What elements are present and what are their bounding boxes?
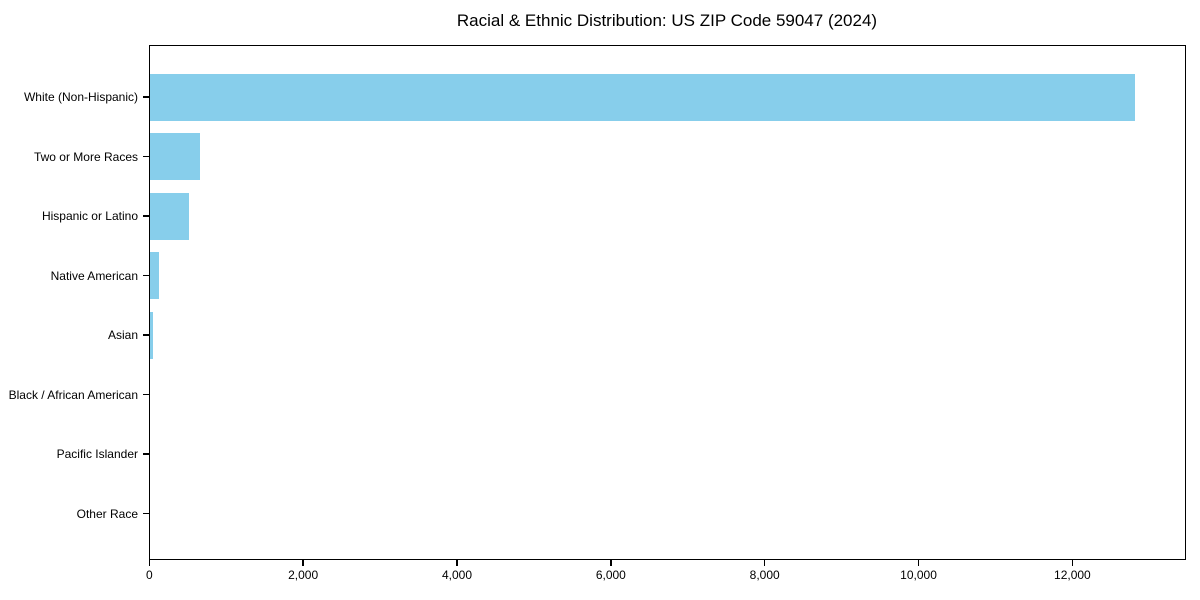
y-axis-tick bbox=[142, 393, 149, 396]
bar-two-or-more-races bbox=[150, 133, 201, 180]
y-axis-tick bbox=[142, 96, 149, 98]
y-axis-label-white-non-hispanic: White (Non-Hispanic) bbox=[23, 90, 138, 104]
bar-native-american bbox=[150, 252, 159, 299]
chart-title: Racial & Ethnic Distribution: US ZIP Cod… bbox=[456, 11, 878, 30]
x-axis-tick-label: 2,000 bbox=[288, 568, 319, 582]
y-axis-label-other-race: Other Race bbox=[76, 506, 138, 521]
bar-asian bbox=[150, 311, 154, 359]
x-axis-tick-label: 4,000 bbox=[441, 568, 472, 582]
y-axis-tick bbox=[142, 215, 149, 217]
x-axis-tick bbox=[1071, 560, 1074, 566]
x-axis-tick bbox=[763, 560, 766, 566]
y-axis-label-black-african-american: Black / African American bbox=[8, 387, 138, 402]
y-axis-tick bbox=[142, 512, 149, 515]
bar-white-non-hispanic bbox=[150, 73, 1135, 121]
y-axis-tick bbox=[142, 155, 149, 158]
y-axis-label-pacific-islander: Pacific Islander bbox=[56, 447, 138, 461]
bar-hispanic-or-latino bbox=[150, 192, 189, 240]
y-axis-tick bbox=[142, 334, 149, 336]
x-axis-tick bbox=[610, 560, 612, 566]
x-axis-tick-label: 10,000 bbox=[900, 568, 937, 582]
x-axis-tick bbox=[456, 560, 458, 566]
y-axis-label-two-or-more-races: Two or More Races bbox=[33, 149, 138, 164]
plot-area bbox=[148, 45, 1186, 560]
x-axis-tick bbox=[148, 560, 151, 566]
y-axis-tick bbox=[142, 453, 149, 455]
y-axis-label-asian: Asian bbox=[107, 328, 138, 342]
y-axis-tick bbox=[142, 274, 149, 277]
x-axis-tick bbox=[302, 560, 304, 566]
x-axis-tick-label: 0 bbox=[145, 568, 153, 582]
x-axis-tick-label: 8,000 bbox=[749, 568, 780, 582]
y-axis-label-hispanic-or-latino: Hispanic or Latino bbox=[41, 209, 138, 223]
y-axis-label-native-american: Native American bbox=[50, 268, 138, 283]
x-axis-tick bbox=[917, 560, 920, 566]
x-axis-tick-label: 6,000 bbox=[595, 568, 626, 582]
x-axis-tick-label: 12,000 bbox=[1054, 568, 1091, 582]
